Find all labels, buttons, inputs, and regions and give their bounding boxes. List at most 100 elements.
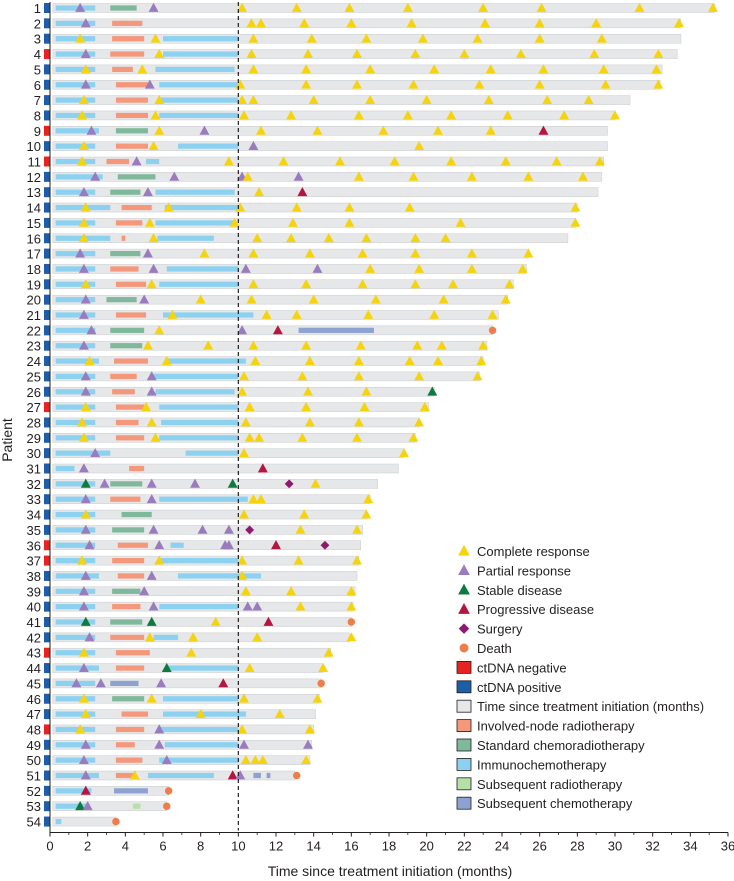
scrt-segment <box>112 588 141 594</box>
ctdna-positive-marker <box>44 202 50 213</box>
ctdna-positive-marker <box>44 770 50 781</box>
complete-response-marker <box>80 64 91 74</box>
complete-response-marker <box>344 217 355 227</box>
patient-label: 24 <box>27 354 41 369</box>
followup-bar <box>52 617 352 627</box>
partial-response-marker <box>80 18 91 28</box>
complete-response-marker <box>538 64 549 74</box>
complete-response-marker <box>578 171 588 181</box>
complete-response-marker <box>239 110 249 120</box>
partial-response-marker <box>146 478 157 488</box>
legend-item-cr: Complete response <box>458 544 590 559</box>
ict-segment <box>185 450 239 456</box>
inrt-segment <box>121 204 152 211</box>
followup-bar <box>52 18 682 29</box>
followup-bar <box>52 509 367 520</box>
complete-response-marker <box>674 18 684 28</box>
ctdna-positive-marker <box>44 755 50 766</box>
complete-response-marker <box>80 202 91 212</box>
ctdna-positive-marker <box>44 95 50 106</box>
ict-segment <box>161 419 239 426</box>
patient-label: 11 <box>28 155 42 170</box>
complete-response-marker <box>363 309 374 319</box>
scrt-segment <box>110 189 141 195</box>
ctdna-positive-marker <box>44 386 50 397</box>
partial-response-marker <box>142 248 153 258</box>
partial-response-marker <box>80 524 91 534</box>
inrt-segment <box>110 373 137 379</box>
patient-label: 17 <box>27 247 41 262</box>
patient-label: 46 <box>27 692 41 707</box>
complete-response-marker <box>352 432 362 442</box>
patient-row-47 <box>44 708 316 720</box>
inrt-segment <box>117 573 145 579</box>
patient-label: 1 <box>34 1 41 16</box>
x-tick-label: 18 <box>382 839 396 854</box>
complete-response-marker <box>610 110 620 120</box>
complete-response-marker <box>244 662 255 672</box>
patient-row-2 <box>44 18 684 29</box>
x-tick-label: 0 <box>46 839 53 854</box>
partial-response-marker <box>148 524 159 534</box>
complete-response-marker <box>598 64 609 74</box>
legend-item-ict: Immunochemotherapy <box>456 757 607 772</box>
ctdna-positive-marker <box>44 310 50 320</box>
ict-segment <box>166 266 239 272</box>
ict-segment <box>55 5 96 11</box>
ict-segment <box>55 742 96 748</box>
ict-segment <box>55 527 96 533</box>
ict-segment <box>55 757 96 763</box>
complete-response-marker <box>301 64 312 74</box>
patient-row-23 <box>44 340 489 351</box>
ict-segment <box>153 634 179 640</box>
ict-segment <box>55 251 96 257</box>
inrt-segment <box>121 711 148 717</box>
sct-segment <box>110 680 139 686</box>
patient-label: 37 <box>27 554 41 569</box>
complete-response-marker <box>255 125 266 135</box>
patient-row-40 <box>44 601 357 612</box>
complete-response-marker <box>466 171 477 181</box>
ict-segment <box>159 281 239 287</box>
complete-response-marker <box>295 524 306 534</box>
ict-segment <box>163 36 239 42</box>
complete-response-marker <box>163 202 174 212</box>
legend-scrt-swatch <box>456 738 472 752</box>
followup-bar <box>52 187 599 197</box>
complete-response-marker <box>150 432 161 442</box>
complete-response-marker <box>304 724 315 734</box>
complete-response-marker <box>352 79 362 89</box>
ict-segment <box>147 772 214 779</box>
complete-response-marker <box>237 2 248 12</box>
complete-response-marker <box>250 355 261 365</box>
complete-response-marker <box>141 401 151 411</box>
complete-response-marker <box>410 248 421 258</box>
ict-segment <box>163 51 239 57</box>
ctdna-positive-marker <box>44 586 50 597</box>
partial-response-marker <box>80 494 91 504</box>
ict-segment <box>55 389 96 395</box>
death-marker <box>164 787 173 795</box>
partial-response-marker <box>80 48 91 58</box>
ict-segment <box>55 51 96 57</box>
ict-segment <box>55 128 99 134</box>
patient-label: 22 <box>27 323 41 338</box>
patient-row-5 <box>44 64 663 75</box>
complete-response-marker <box>77 110 87 120</box>
patient-label: 47 <box>27 707 41 722</box>
complete-response-marker <box>421 94 432 104</box>
complete-response-marker <box>651 64 662 74</box>
complete-response-marker <box>570 202 581 212</box>
stable-disease-marker <box>227 478 238 488</box>
complete-response-marker <box>389 156 400 166</box>
legend-scrt-label: Standard chemoradiotherapy <box>477 738 645 753</box>
partial-response-marker <box>75 248 86 258</box>
legend-surgery-symbol <box>458 623 470 634</box>
partial-response-marker <box>148 263 159 273</box>
complete-response-marker <box>248 33 259 43</box>
complete-response-marker <box>150 110 161 120</box>
complete-response-marker <box>239 693 249 703</box>
followup-bar <box>52 264 527 274</box>
partial-response-marker <box>237 325 248 335</box>
complete-response-marker <box>254 432 264 442</box>
